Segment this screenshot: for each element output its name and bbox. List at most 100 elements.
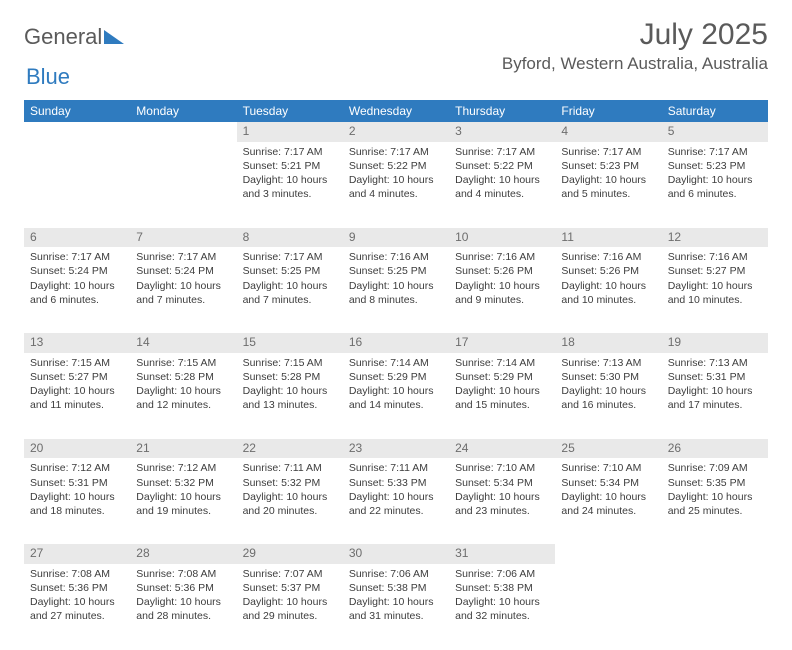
sunset-line: Sunset: 5:29 PM bbox=[349, 370, 443, 384]
sunset-line: Sunset: 5:28 PM bbox=[243, 370, 337, 384]
day-number-row: 13141516171819 bbox=[24, 333, 768, 353]
sunrise-line: Sunrise: 7:17 AM bbox=[455, 145, 549, 159]
day-details: Sunrise: 7:06 AMSunset: 5:38 PMDaylight:… bbox=[449, 564, 555, 630]
sunset-line: Sunset: 5:22 PM bbox=[455, 159, 549, 173]
day-body-row: Sunrise: 7:17 AMSunset: 5:21 PMDaylight:… bbox=[24, 142, 768, 228]
day-number-cell: 6 bbox=[24, 228, 130, 248]
sunrise-line: Sunrise: 7:15 AM bbox=[243, 356, 337, 370]
sunrise-line: Sunrise: 7:08 AM bbox=[30, 567, 124, 581]
day-body-cell: Sunrise: 7:13 AMSunset: 5:30 PMDaylight:… bbox=[555, 353, 661, 439]
day-body-cell: Sunrise: 7:09 AMSunset: 5:35 PMDaylight:… bbox=[662, 458, 768, 544]
day-number-cell: 20 bbox=[24, 439, 130, 459]
sunset-line: Sunset: 5:33 PM bbox=[349, 476, 443, 490]
daylight-line: Daylight: 10 hours and 18 minutes. bbox=[30, 490, 124, 518]
weekday-header: Wednesday bbox=[343, 100, 449, 122]
daylight-line: Daylight: 10 hours and 14 minutes. bbox=[349, 384, 443, 412]
sunset-line: Sunset: 5:25 PM bbox=[243, 264, 337, 278]
day-body-cell: Sunrise: 7:17 AMSunset: 5:23 PMDaylight:… bbox=[555, 142, 661, 228]
sunset-line: Sunset: 5:21 PM bbox=[243, 159, 337, 173]
day-number-cell: 18 bbox=[555, 333, 661, 353]
sunset-line: Sunset: 5:35 PM bbox=[668, 476, 762, 490]
day-details: Sunrise: 7:17 AMSunset: 5:23 PMDaylight:… bbox=[662, 142, 768, 208]
weekday-header: Sunday bbox=[24, 100, 130, 122]
logo-text-general: General bbox=[24, 24, 102, 50]
day-body-cell: Sunrise: 7:17 AMSunset: 5:25 PMDaylight:… bbox=[237, 247, 343, 333]
sunset-line: Sunset: 5:34 PM bbox=[561, 476, 655, 490]
day-details: Sunrise: 7:06 AMSunset: 5:38 PMDaylight:… bbox=[343, 564, 449, 630]
day-details: Sunrise: 7:15 AMSunset: 5:28 PMDaylight:… bbox=[130, 353, 236, 419]
day-body-cell: Sunrise: 7:10 AMSunset: 5:34 PMDaylight:… bbox=[449, 458, 555, 544]
daylight-line: Daylight: 10 hours and 32 minutes. bbox=[455, 595, 549, 623]
logo-triangle-icon bbox=[104, 24, 124, 50]
sunrise-line: Sunrise: 7:17 AM bbox=[243, 145, 337, 159]
day-number-cell: 30 bbox=[343, 544, 449, 564]
day-body-cell bbox=[130, 142, 236, 228]
day-number-cell: 7 bbox=[130, 228, 236, 248]
day-number-cell: 29 bbox=[237, 544, 343, 564]
daylight-line: Daylight: 10 hours and 28 minutes. bbox=[136, 595, 230, 623]
daylight-line: Daylight: 10 hours and 9 minutes. bbox=[455, 279, 549, 307]
sunrise-line: Sunrise: 7:06 AM bbox=[455, 567, 549, 581]
logo: General bbox=[24, 18, 124, 50]
day-body-cell: Sunrise: 7:15 AMSunset: 5:28 PMDaylight:… bbox=[237, 353, 343, 439]
sunset-line: Sunset: 5:29 PM bbox=[455, 370, 549, 384]
daylight-line: Daylight: 10 hours and 16 minutes. bbox=[561, 384, 655, 412]
daylight-line: Daylight: 10 hours and 6 minutes. bbox=[30, 279, 124, 307]
sunrise-line: Sunrise: 7:10 AM bbox=[455, 461, 549, 475]
day-number-cell: 8 bbox=[237, 228, 343, 248]
sunset-line: Sunset: 5:30 PM bbox=[561, 370, 655, 384]
day-details: Sunrise: 7:17 AMSunset: 5:21 PMDaylight:… bbox=[237, 142, 343, 208]
sunset-line: Sunset: 5:26 PM bbox=[561, 264, 655, 278]
sunrise-line: Sunrise: 7:16 AM bbox=[455, 250, 549, 264]
day-body-cell: Sunrise: 7:17 AMSunset: 5:24 PMDaylight:… bbox=[130, 247, 236, 333]
day-number-cell: 17 bbox=[449, 333, 555, 353]
day-body-cell: Sunrise: 7:17 AMSunset: 5:21 PMDaylight:… bbox=[237, 142, 343, 228]
day-details: Sunrise: 7:08 AMSunset: 5:36 PMDaylight:… bbox=[130, 564, 236, 630]
sunrise-line: Sunrise: 7:17 AM bbox=[243, 250, 337, 264]
month-title: July 2025 bbox=[502, 18, 768, 52]
day-details: Sunrise: 7:11 AMSunset: 5:32 PMDaylight:… bbox=[237, 458, 343, 524]
sunset-line: Sunset: 5:23 PM bbox=[561, 159, 655, 173]
day-number-cell: 9 bbox=[343, 228, 449, 248]
day-details: Sunrise: 7:12 AMSunset: 5:32 PMDaylight:… bbox=[130, 458, 236, 524]
daylight-line: Daylight: 10 hours and 19 minutes. bbox=[136, 490, 230, 518]
sunset-line: Sunset: 5:27 PM bbox=[30, 370, 124, 384]
sunrise-line: Sunrise: 7:17 AM bbox=[136, 250, 230, 264]
day-body-cell: Sunrise: 7:11 AMSunset: 5:33 PMDaylight:… bbox=[343, 458, 449, 544]
sunrise-line: Sunrise: 7:17 AM bbox=[668, 145, 762, 159]
day-body-cell: Sunrise: 7:17 AMSunset: 5:23 PMDaylight:… bbox=[662, 142, 768, 228]
sunset-line: Sunset: 5:31 PM bbox=[668, 370, 762, 384]
day-details: Sunrise: 7:17 AMSunset: 5:22 PMDaylight:… bbox=[343, 142, 449, 208]
day-number-cell: 16 bbox=[343, 333, 449, 353]
sunrise-line: Sunrise: 7:17 AM bbox=[349, 145, 443, 159]
day-body-cell: Sunrise: 7:17 AMSunset: 5:24 PMDaylight:… bbox=[24, 247, 130, 333]
day-body-row: Sunrise: 7:17 AMSunset: 5:24 PMDaylight:… bbox=[24, 247, 768, 333]
sunset-line: Sunset: 5:24 PM bbox=[136, 264, 230, 278]
sunrise-line: Sunrise: 7:15 AM bbox=[30, 356, 124, 370]
daylight-line: Daylight: 10 hours and 20 minutes. bbox=[243, 490, 337, 518]
day-number-cell bbox=[24, 122, 130, 142]
day-details: Sunrise: 7:17 AMSunset: 5:25 PMDaylight:… bbox=[237, 247, 343, 313]
day-body-cell bbox=[24, 142, 130, 228]
daylight-line: Daylight: 10 hours and 27 minutes. bbox=[30, 595, 124, 623]
sunset-line: Sunset: 5:23 PM bbox=[668, 159, 762, 173]
day-number-cell: 25 bbox=[555, 439, 661, 459]
weekday-header: Saturday bbox=[662, 100, 768, 122]
day-details: Sunrise: 7:15 AMSunset: 5:27 PMDaylight:… bbox=[24, 353, 130, 419]
daylight-line: Daylight: 10 hours and 8 minutes. bbox=[349, 279, 443, 307]
daylight-line: Daylight: 10 hours and 5 minutes. bbox=[561, 173, 655, 201]
sunset-line: Sunset: 5:32 PM bbox=[136, 476, 230, 490]
day-body-cell: Sunrise: 7:16 AMSunset: 5:26 PMDaylight:… bbox=[555, 247, 661, 333]
sunset-line: Sunset: 5:27 PM bbox=[668, 264, 762, 278]
day-details: Sunrise: 7:16 AMSunset: 5:26 PMDaylight:… bbox=[449, 247, 555, 313]
day-number-row: 12345 bbox=[24, 122, 768, 142]
sunset-line: Sunset: 5:36 PM bbox=[30, 581, 124, 595]
daylight-line: Daylight: 10 hours and 29 minutes. bbox=[243, 595, 337, 623]
day-details: Sunrise: 7:13 AMSunset: 5:31 PMDaylight:… bbox=[662, 353, 768, 419]
day-body-row: Sunrise: 7:15 AMSunset: 5:27 PMDaylight:… bbox=[24, 353, 768, 439]
day-body-cell: Sunrise: 7:13 AMSunset: 5:31 PMDaylight:… bbox=[662, 353, 768, 439]
day-details: Sunrise: 7:17 AMSunset: 5:22 PMDaylight:… bbox=[449, 142, 555, 208]
sunset-line: Sunset: 5:36 PM bbox=[136, 581, 230, 595]
day-details: Sunrise: 7:14 AMSunset: 5:29 PMDaylight:… bbox=[449, 353, 555, 419]
day-number-cell: 4 bbox=[555, 122, 661, 142]
